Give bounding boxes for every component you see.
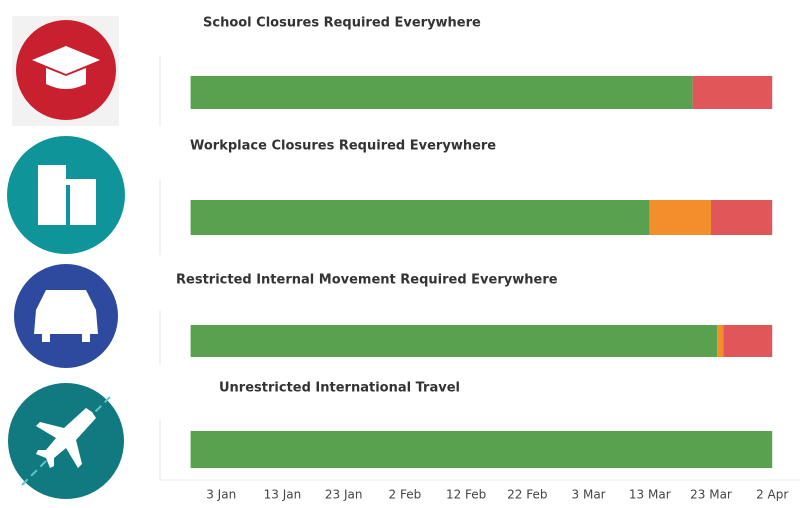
x-tick-label: 22 Feb bbox=[507, 488, 547, 502]
cap bbox=[32, 46, 100, 74]
cap-base bbox=[46, 68, 86, 89]
x-tick-label: 2 Feb bbox=[389, 488, 422, 502]
bar-segment bbox=[190, 325, 718, 357]
bar-segment bbox=[190, 200, 650, 235]
route bbox=[21, 396, 111, 486]
bar-segment bbox=[711, 200, 773, 235]
panel-title: Restricted Internal Movement Required Ev… bbox=[176, 273, 558, 288]
building bbox=[38, 165, 66, 225]
x-tick-label: 13 Mar bbox=[629, 488, 671, 502]
panel-title: School Closures Required Everywhere bbox=[203, 16, 481, 31]
roof bbox=[66, 179, 96, 185]
car bbox=[34, 290, 98, 342]
x-tick-label: 2 Apr bbox=[756, 488, 788, 502]
bar-segment bbox=[190, 431, 773, 468]
plane bbox=[36, 408, 96, 468]
bar-segment bbox=[692, 76, 773, 109]
x-tick-label: 23 Jan bbox=[325, 488, 363, 502]
x-tick-label: 3 Mar bbox=[572, 488, 606, 502]
x-tick-label: 3 Jan bbox=[206, 488, 236, 502]
x-tick-label: 13 Jan bbox=[264, 488, 302, 502]
panel-title: Workplace Closures Required Everywhere bbox=[190, 139, 496, 154]
bar-segment bbox=[190, 76, 693, 109]
bar-segment bbox=[723, 325, 773, 357]
bar-segment bbox=[717, 325, 724, 357]
panel-title: Unrestricted International Travel bbox=[219, 381, 460, 396]
bar-segment bbox=[649, 200, 712, 235]
x-tick-label: 12 Feb bbox=[446, 488, 486, 502]
x-tick-label: 23 Mar bbox=[690, 488, 732, 502]
building bbox=[70, 185, 96, 225]
icons bbox=[7, 16, 125, 499]
